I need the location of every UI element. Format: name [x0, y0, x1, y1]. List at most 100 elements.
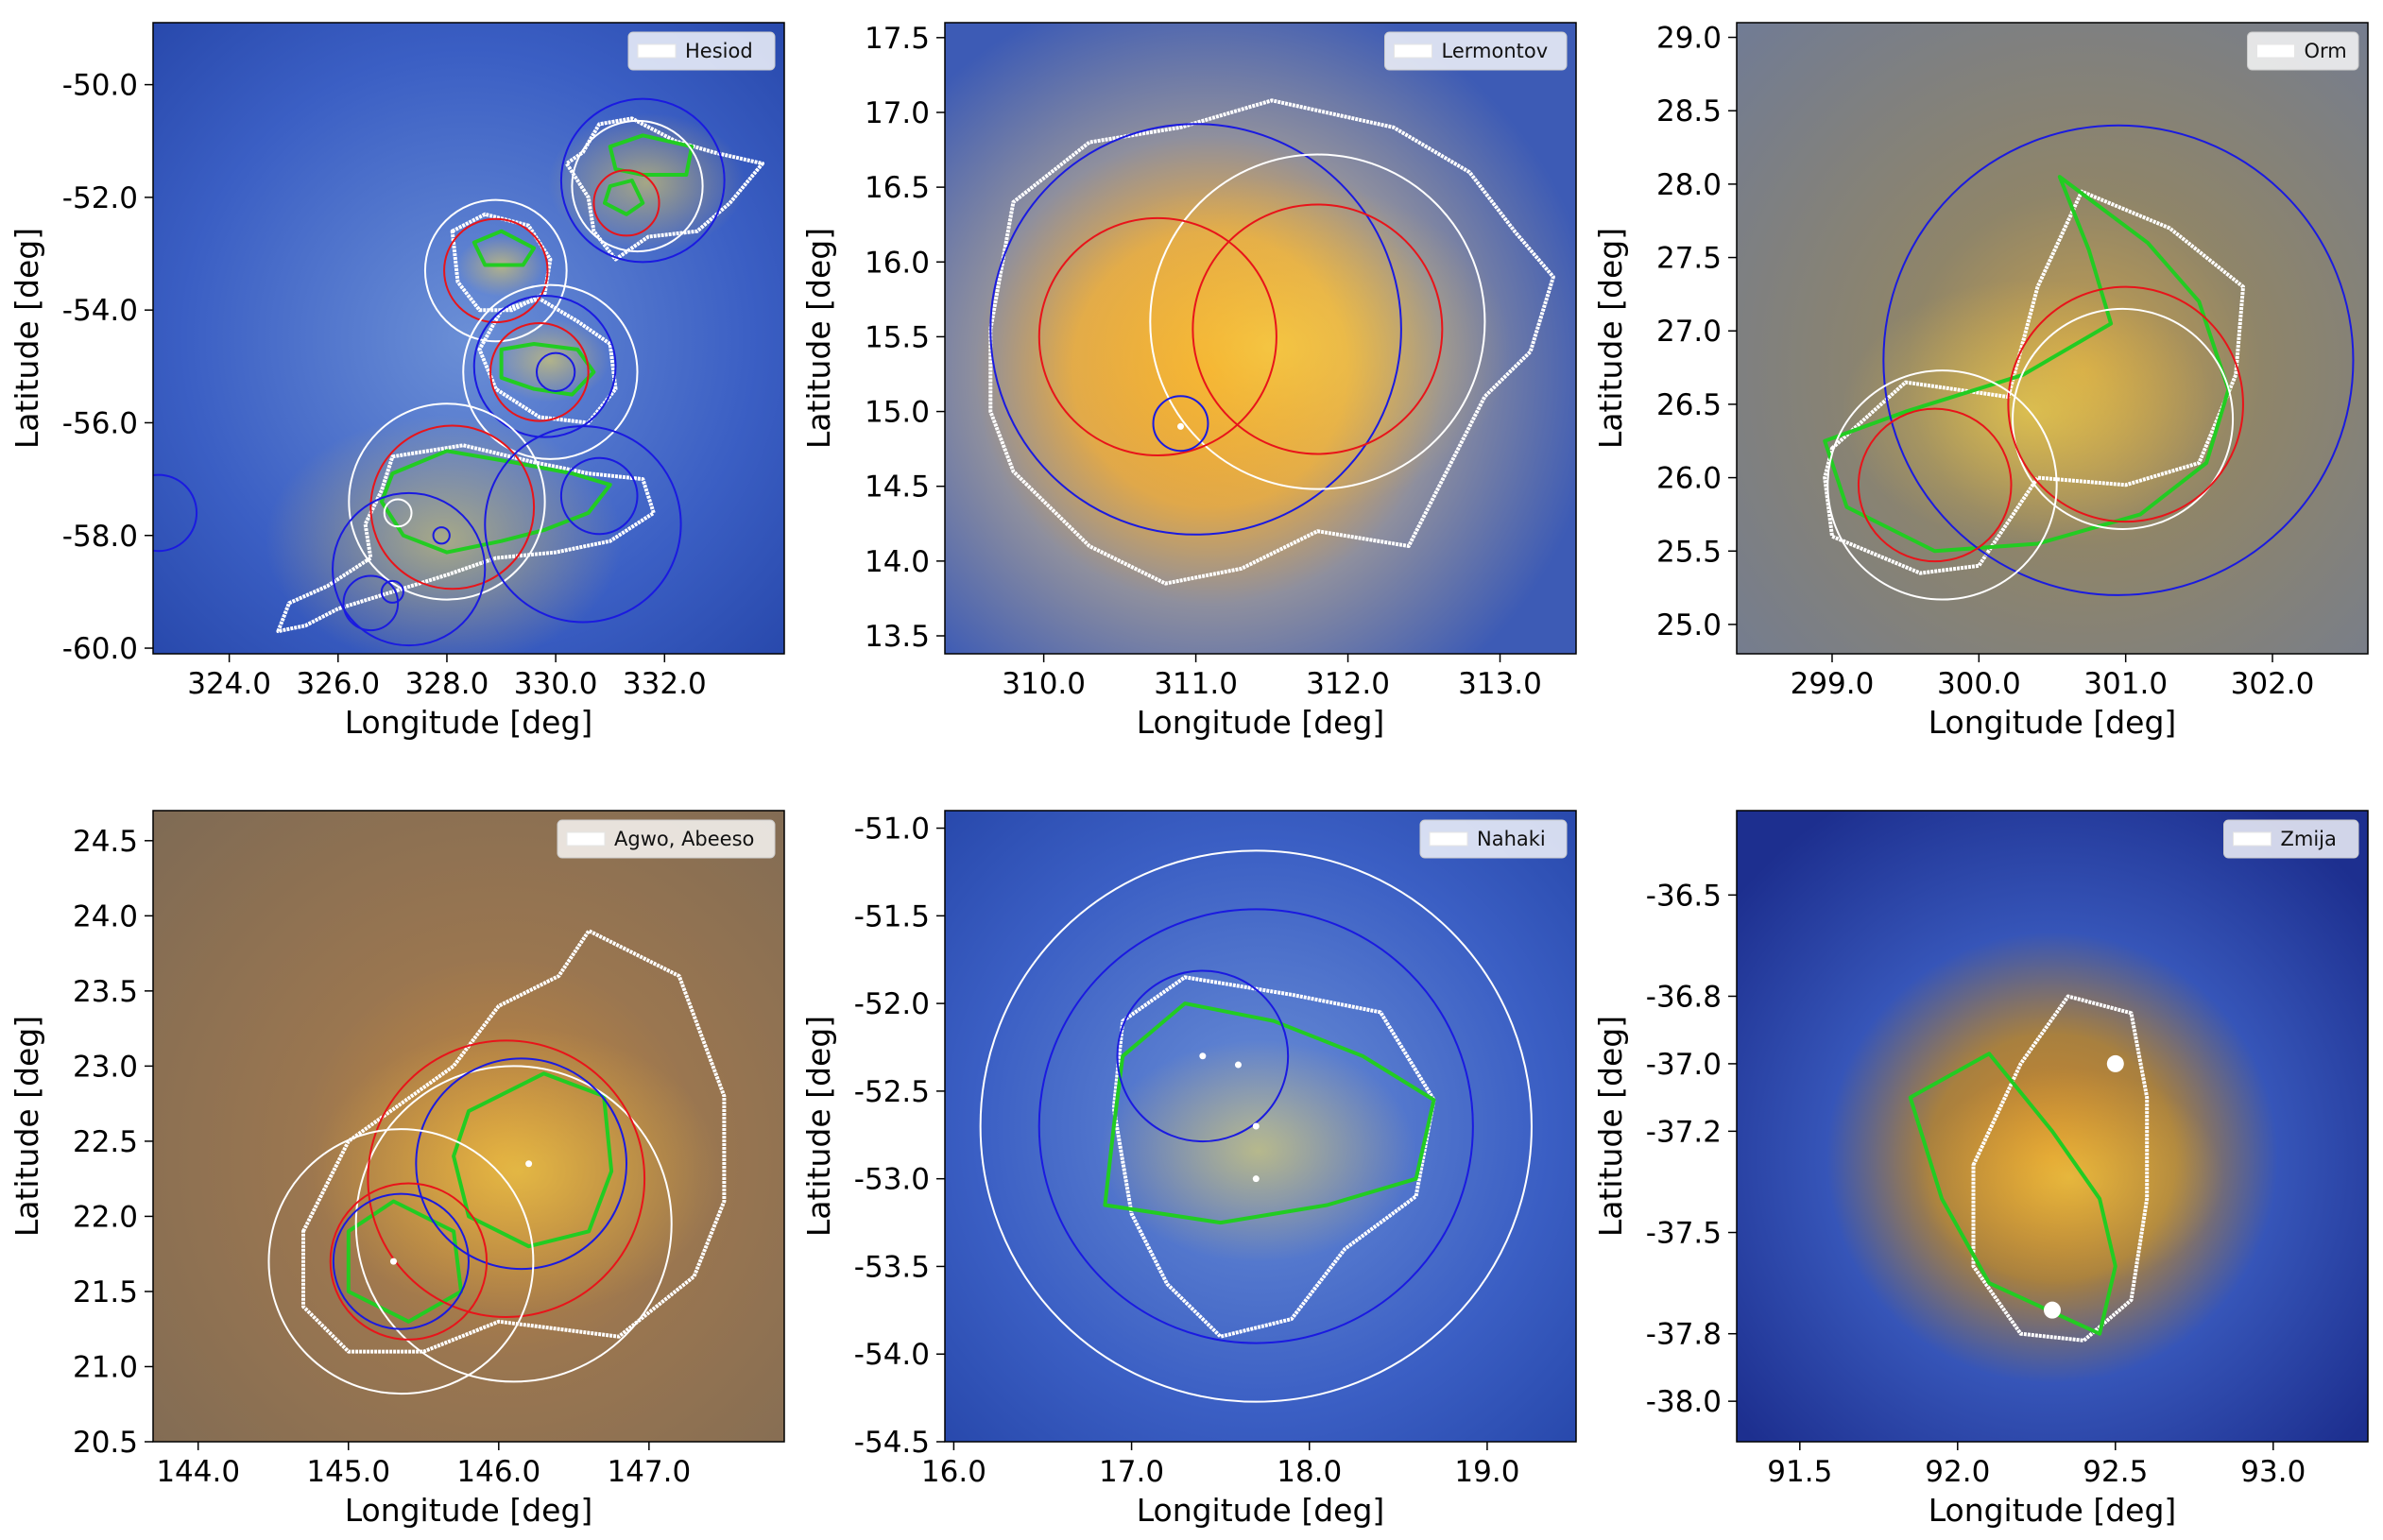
legend-swatch [2256, 43, 2295, 59]
y-tick-label: -37.0 [1646, 1048, 1722, 1082]
x-axis-label: Longitude [deg] [345, 1492, 593, 1529]
y-tick-label: 15.0 [865, 396, 930, 430]
legend-box [2223, 819, 2359, 859]
vent-point [2044, 1301, 2061, 1319]
y-tick-label: 28.0 [1656, 168, 1722, 202]
x-axis-label: Longitude [deg] [1137, 1492, 1385, 1529]
legend-swatch [2233, 831, 2272, 847]
legend-label: Agwo, Abeeso [614, 828, 754, 850]
fit-circle-white [354, 1065, 673, 1383]
panel-bottom-left: 144.0 145.0 146.0 147.0 20.5 21.0 21.5 22.0 22.5… [9, 810, 785, 1529]
y-axis-label: Latitude [deg] [800, 1016, 837, 1237]
y-tick-label: 23.5 [73, 975, 138, 1009]
y-tick-label: 25.5 [1656, 535, 1722, 569]
fit-circle-blue [342, 574, 400, 632]
fit-circle-red [1192, 203, 1444, 455]
y-tick-label: -50.0 [62, 69, 138, 103]
vent-point [1234, 1061, 1242, 1069]
fit-circle-blue [332, 1192, 470, 1330]
y-tick-label: 27.0 [1656, 315, 1722, 349]
y-tick-label: 28.5 [1656, 94, 1722, 128]
x-tick-label: 18.0 [1277, 1455, 1342, 1489]
legend-label: Zmija [2281, 828, 2337, 850]
deposit-outline [276, 443, 656, 634]
y-tick-label: 22.0 [73, 1200, 138, 1234]
fit-circle-red [592, 169, 660, 237]
deposit-glow [265, 415, 623, 654]
deposit-outline [1823, 189, 2245, 575]
y-axis-label: Latitude [deg] [1592, 228, 1629, 449]
y-tick-label: -37.8 [1646, 1318, 1722, 1352]
fit-circle-red [443, 217, 549, 324]
green-polygon [379, 449, 612, 555]
y-tick-label: -52.0 [854, 987, 930, 1021]
x-tick-label: 93.0 [2240, 1455, 2306, 1489]
x-tick-label: 313.0 [1458, 667, 1542, 701]
x-tick-label: 328.0 [405, 667, 489, 701]
legend-label: Lermontov [1442, 40, 1549, 62]
x-tick-label: 146.0 [456, 1455, 540, 1489]
y-tick-label: 23.0 [73, 1050, 138, 1084]
green-polygon [1908, 1052, 2117, 1336]
deposit-outline [564, 116, 764, 262]
fit-circle-red [489, 321, 590, 422]
y-axis-label: Latitude [deg] [1592, 1016, 1629, 1237]
legend-box [557, 819, 776, 859]
deposit-glow [1915, 1069, 2224, 1287]
green-polygon [499, 342, 596, 397]
panel-bottom-center: 16.0 17.0 18.0 19.0 -51.0 -51.5 -52.0 -52.5 -53.… [800, 810, 1577, 1529]
legend-box [627, 31, 776, 71]
legend-box [1384, 31, 1568, 71]
panels: 324.0 326.0 328.0 330.0 332.0 -50.0 -52.0 -54.0… [9, 22, 2369, 1529]
x-axis-label: Longitude [deg] [345, 704, 593, 741]
fit-circle-blue [535, 351, 576, 392]
y-tick-label: 20.5 [73, 1426, 138, 1460]
fit-circle-blue [332, 491, 487, 647]
deposit-outline [301, 929, 727, 1354]
y-tick-label: 24.5 [73, 825, 138, 859]
x-tick-label: 300.0 [1937, 667, 2021, 701]
fit-circle-blue [153, 473, 198, 553]
y-tick-label: -36.8 [1646, 980, 1722, 1014]
axes-frame [1736, 22, 2369, 655]
y-tick-label: -56.0 [62, 406, 138, 440]
fit-circle-white [571, 119, 704, 253]
x-tick-label: 312.0 [1306, 667, 1390, 701]
fit-circle-blue [559, 456, 639, 536]
x-axis-label: Longitude [deg] [1929, 1492, 2177, 1529]
deposit-glow [489, 317, 609, 402]
legend-swatch [1429, 831, 1468, 847]
y-tick-label: -52.5 [854, 1075, 930, 1109]
y-tick-label: -54.0 [854, 1338, 930, 1372]
x-tick-label: 144.0 [156, 1455, 240, 1489]
x-tick-label: 311.0 [1154, 667, 1238, 701]
y-tick-label: 16.5 [865, 171, 930, 205]
deposit-outline [450, 212, 553, 313]
y-tick-label: 14.5 [865, 471, 930, 505]
map-overlays [153, 97, 764, 654]
panel-bottom-right: 91.5 92.0 92.5 93.0 -36.5 -36.8 -37.0 -37.2 -37.… [1592, 810, 2369, 1529]
fit-circle-blue [1882, 124, 2355, 596]
y-tick-label: 22.5 [73, 1125, 138, 1159]
fit-circle-white [348, 402, 546, 601]
y-tick-label: -38.0 [1646, 1385, 1722, 1419]
panel-top-left: 324.0 326.0 328.0 330.0 332.0 -50.0 -52.0 -54.0… [9, 22, 785, 741]
fit-circle-red [2007, 285, 2244, 523]
fit-circle-white [2012, 307, 2235, 530]
y-tick-label: 15.5 [865, 320, 930, 354]
panel-top-center: 310.0 311.0 312.0 313.0 13.5 14.0 14.5 15.0 15.5… [800, 22, 1577, 741]
y-tick-label: 16.0 [865, 246, 930, 280]
fit-circle-blue [1152, 395, 1209, 453]
fit-circle-white [267, 1128, 535, 1395]
legend-swatch [637, 43, 677, 59]
fit-circle-blue [989, 123, 1402, 536]
axes-frame [152, 810, 785, 1443]
deposit-outline [1971, 994, 2150, 1343]
x-tick-label: 19.0 [1454, 1455, 1519, 1489]
legend-box [1419, 819, 1568, 859]
vent-point [525, 1160, 533, 1168]
fit-circle-white [383, 498, 413, 528]
map-overlays [979, 849, 1533, 1403]
x-tick-label: 326.0 [296, 667, 380, 701]
x-tick-label: 301.0 [2083, 667, 2168, 701]
